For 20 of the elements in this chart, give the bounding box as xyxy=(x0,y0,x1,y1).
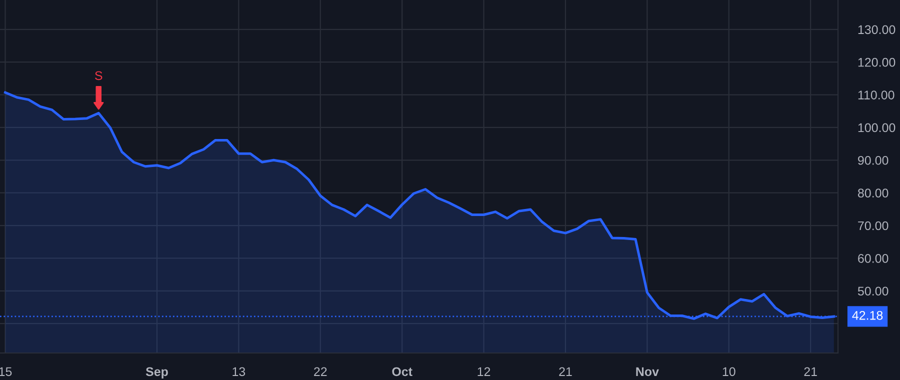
y-tick-label: 100.00 xyxy=(858,123,896,132)
x-tick-label: Nov xyxy=(636,367,659,376)
x-tick-label: 21 xyxy=(559,367,572,376)
y-tick-label: 70.00 xyxy=(858,221,888,230)
y-tick-label: 60.00 xyxy=(858,254,888,263)
x-tick-label: 12 xyxy=(478,367,490,376)
x-tick-label: 13 xyxy=(232,367,246,376)
x-tick-label: 21 xyxy=(804,367,817,376)
y-tick-label: 90.00 xyxy=(858,156,888,165)
ref-line-label: 42.18 xyxy=(852,310,883,320)
x-tick-label: Sep xyxy=(146,367,168,379)
x-tick-label: 10 xyxy=(722,367,736,376)
annotation: S xyxy=(95,71,102,80)
y-tick-label: 130.00 xyxy=(858,25,896,34)
x-tick-label: 22 xyxy=(314,367,327,376)
y-tick-label: 120.00 xyxy=(858,58,896,67)
y-tick-label: 110.00 xyxy=(858,90,894,100)
x-tick-label: Oct xyxy=(392,367,412,376)
y-tick-label: 80.00 xyxy=(858,188,888,198)
y-tick-label: 50.00 xyxy=(858,286,888,296)
